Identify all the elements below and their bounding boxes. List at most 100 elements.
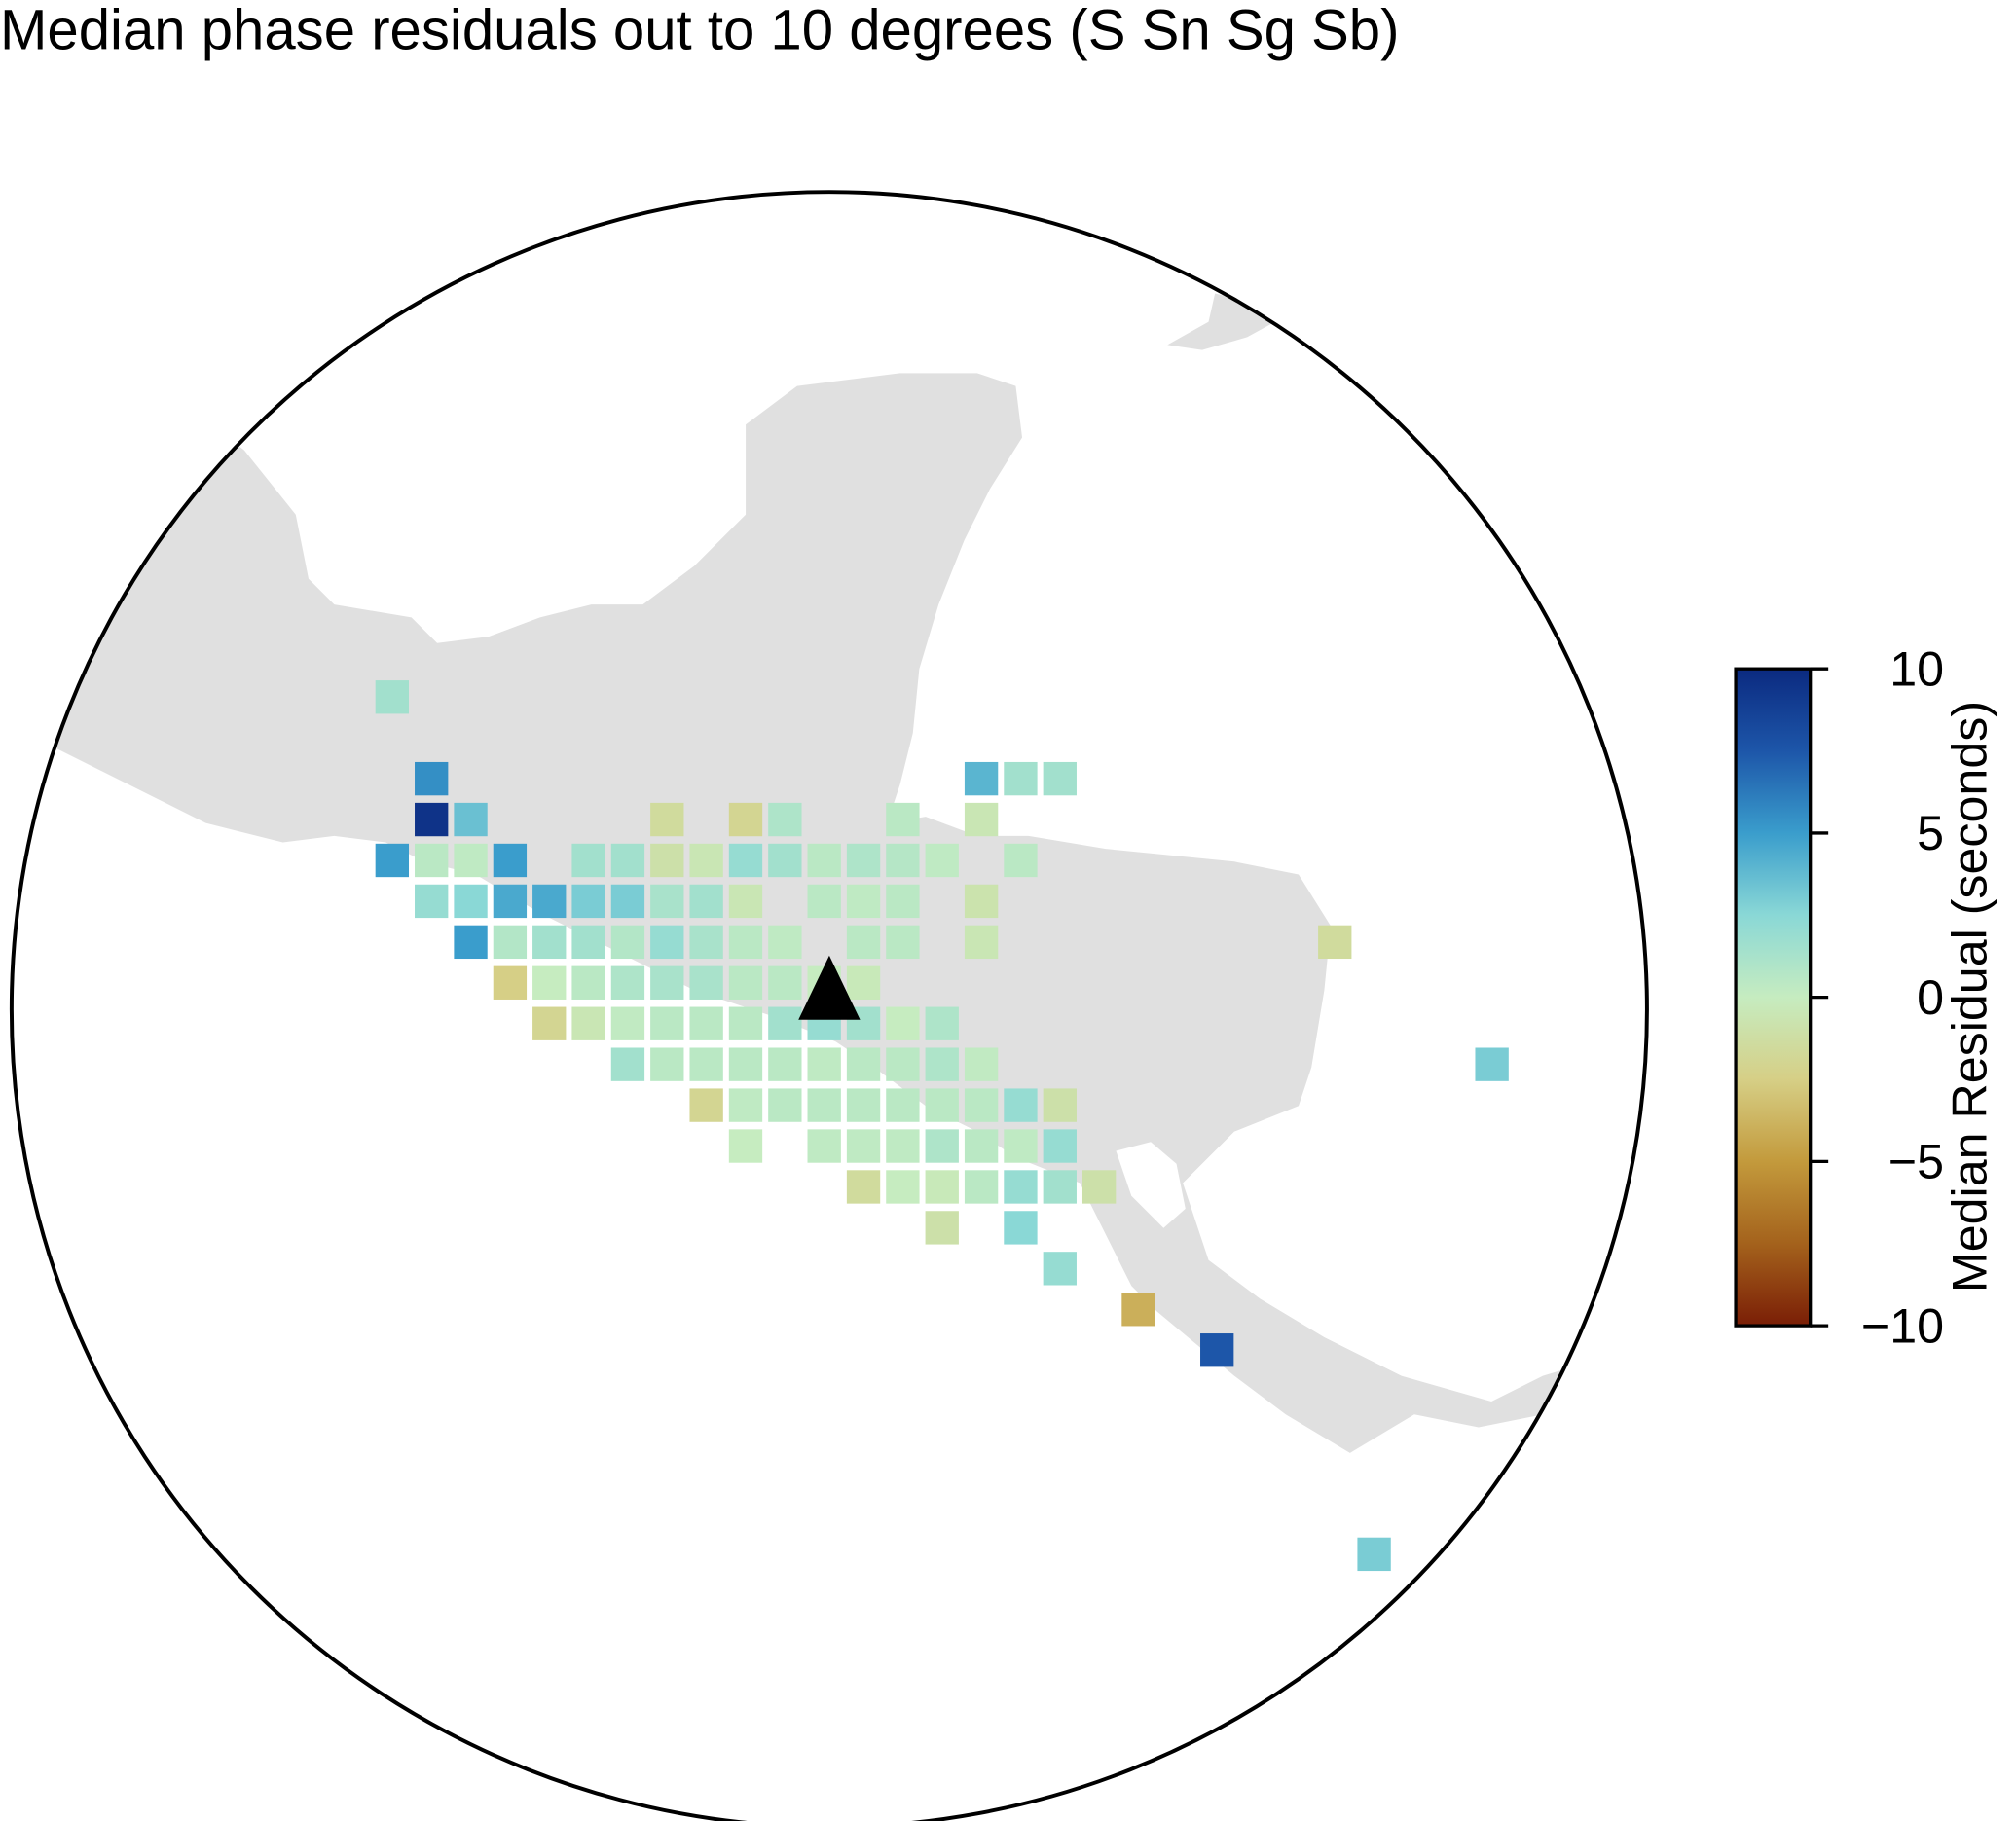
cell bbox=[415, 802, 449, 837]
cell bbox=[1043, 1088, 1077, 1122]
cell bbox=[768, 843, 802, 878]
cell bbox=[610, 965, 645, 1000]
cell bbox=[807, 843, 841, 878]
cell bbox=[964, 925, 999, 960]
cell bbox=[1004, 843, 1038, 878]
map-frame bbox=[10, 190, 1649, 1821]
cell bbox=[768, 802, 802, 837]
cell bbox=[571, 843, 605, 878]
cell bbox=[454, 884, 488, 919]
cell bbox=[807, 1088, 841, 1122]
cell bbox=[375, 680, 410, 714]
colorbar bbox=[1734, 667, 1813, 1328]
cell bbox=[650, 1006, 684, 1040]
cell bbox=[689, 925, 723, 960]
cell bbox=[886, 1006, 920, 1040]
cell bbox=[689, 843, 723, 878]
cell bbox=[886, 925, 920, 960]
cell bbox=[1004, 1129, 1038, 1163]
cell bbox=[1043, 1252, 1077, 1286]
cell bbox=[925, 843, 959, 878]
cell bbox=[728, 925, 763, 960]
cell bbox=[1043, 1129, 1077, 1163]
cell bbox=[886, 1088, 920, 1122]
cell bbox=[925, 1047, 959, 1081]
cell bbox=[807, 1129, 841, 1163]
cell bbox=[454, 802, 488, 837]
cell bbox=[532, 884, 567, 919]
cell bbox=[886, 802, 920, 837]
colorbar-tick-label: 5 bbox=[1917, 806, 1944, 860]
cell bbox=[1043, 761, 1077, 796]
cell bbox=[964, 1088, 999, 1122]
lake bbox=[1116, 1142, 1186, 1228]
colorbar-tick-label: 0 bbox=[1917, 970, 1944, 1025]
cell bbox=[964, 1129, 999, 1163]
cell bbox=[728, 884, 763, 919]
cell bbox=[886, 1129, 920, 1163]
cell bbox=[650, 965, 684, 1000]
cell bbox=[768, 965, 802, 1000]
cell bbox=[925, 1211, 959, 1245]
cell bbox=[846, 925, 881, 960]
cell bbox=[964, 761, 999, 796]
cell bbox=[415, 761, 449, 796]
cell bbox=[493, 925, 528, 960]
cell bbox=[846, 843, 881, 878]
cell bbox=[610, 925, 645, 960]
cell bbox=[571, 965, 605, 1000]
cell bbox=[1121, 1293, 1155, 1327]
cell bbox=[768, 925, 802, 960]
cell bbox=[650, 884, 684, 919]
cell bbox=[768, 1006, 802, 1040]
cell bbox=[532, 1006, 567, 1040]
cell bbox=[493, 884, 528, 919]
cell bbox=[1081, 1170, 1117, 1204]
colorbar-tick-label: 10 bbox=[1889, 641, 1944, 696]
cell bbox=[532, 925, 567, 960]
cells bbox=[375, 680, 1509, 1572]
cell bbox=[610, 843, 645, 878]
cell bbox=[886, 843, 920, 878]
cell bbox=[846, 1129, 881, 1163]
cell bbox=[650, 802, 684, 837]
cell bbox=[728, 802, 763, 837]
cell bbox=[886, 884, 920, 919]
cell bbox=[571, 884, 605, 919]
cell bbox=[1357, 1537, 1391, 1572]
cell bbox=[1475, 1047, 1509, 1081]
cell bbox=[1318, 925, 1352, 960]
cell bbox=[925, 1129, 959, 1163]
cell bbox=[728, 843, 763, 878]
cell bbox=[964, 1170, 999, 1204]
cell bbox=[728, 965, 763, 1000]
cell bbox=[728, 1088, 763, 1122]
cell bbox=[454, 843, 488, 878]
cell bbox=[1043, 1170, 1077, 1204]
cell bbox=[689, 1006, 723, 1040]
cell bbox=[415, 884, 449, 919]
cell bbox=[846, 965, 881, 1000]
cell bbox=[728, 1047, 763, 1081]
cell bbox=[689, 965, 723, 1000]
cell bbox=[375, 843, 410, 878]
chart-title: Median phase residuals out to 10 degrees… bbox=[0, 0, 1399, 62]
island bbox=[1167, 282, 1299, 350]
cell bbox=[886, 1170, 920, 1204]
cell bbox=[728, 1129, 763, 1163]
cell bbox=[846, 1047, 881, 1081]
cell bbox=[650, 843, 684, 878]
cell bbox=[728, 1006, 763, 1040]
cell bbox=[571, 1006, 605, 1040]
cell bbox=[650, 1047, 684, 1081]
cell bbox=[886, 1047, 920, 1081]
cell bbox=[964, 1047, 999, 1081]
cell bbox=[768, 1088, 802, 1122]
colorbar-tick-label: −10 bbox=[1861, 1298, 1944, 1353]
station bbox=[798, 955, 861, 1020]
cell bbox=[415, 843, 449, 878]
cell bbox=[1004, 761, 1038, 796]
cell bbox=[454, 925, 488, 960]
